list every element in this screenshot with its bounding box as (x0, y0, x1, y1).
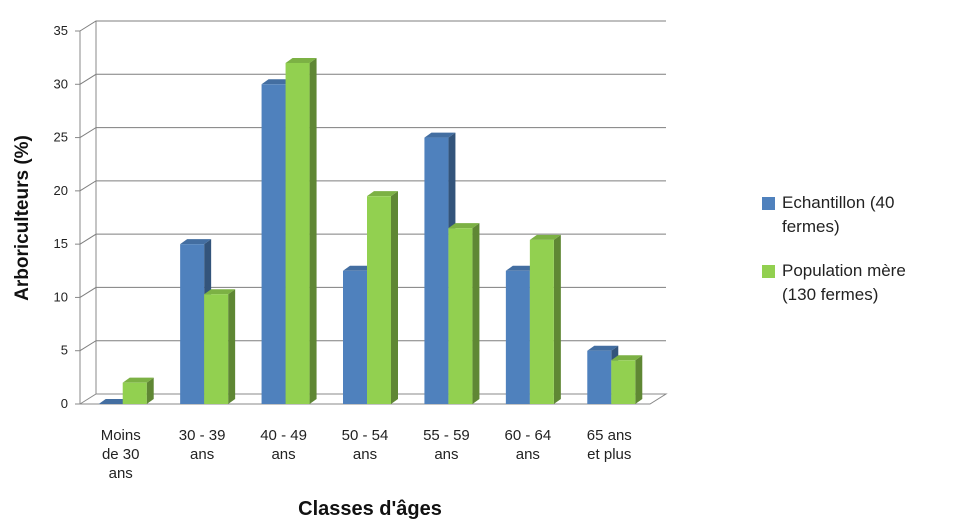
bar-top (505, 265, 537, 271)
y-tick-label: 5 (61, 343, 68, 358)
bar-top (122, 377, 154, 383)
bar-front (180, 244, 205, 404)
bar (448, 223, 480, 404)
bar (367, 191, 398, 404)
x-category-label: 55 - 59 ans (423, 427, 470, 463)
bar (611, 355, 643, 404)
x-category-label: 30 - 39 ans (179, 427, 226, 463)
bar-front (529, 239, 554, 404)
bar-front (122, 382, 147, 404)
bar-top (180, 239, 212, 245)
gridline (79, 20, 666, 32)
bar-top (285, 57, 317, 63)
bar-top (98, 399, 130, 404)
y-tick-label: 20 (54, 183, 68, 198)
y-tick-label: 0 (61, 396, 68, 411)
x-category-label: 65 ans et plus (587, 427, 632, 463)
bar-front (367, 196, 391, 404)
y-tick-label: 10 (54, 289, 68, 304)
x-category-label: Moins de 30 ans (101, 427, 141, 482)
bar-top (261, 79, 293, 85)
bar-side (391, 191, 398, 404)
y-tick-label: 15 (54, 236, 68, 251)
y-tick-label: 35 (54, 23, 68, 38)
bar-front (343, 270, 367, 404)
bar-front (587, 350, 612, 404)
bar (529, 234, 561, 404)
y-axis-title: Arboriculteurs (%) (12, 135, 33, 301)
bar-side (228, 289, 236, 404)
gridline (79, 127, 666, 138)
bar (204, 289, 236, 404)
gridline (79, 73, 666, 85)
bar-front (448, 228, 473, 404)
bar-front (505, 270, 530, 404)
bar-top (343, 265, 374, 271)
bar-side (472, 223, 480, 404)
bar-top (587, 345, 619, 351)
legend-entry-label: Population mère (130 fermes) (782, 261, 906, 304)
x-category-labels: Moins de 30 ans 30 - 39 ans 40 - 49 ans 50 - 54… (101, 427, 632, 482)
bars-layer (98, 57, 643, 405)
grid-layer (75, 20, 668, 405)
bar-front (424, 137, 449, 405)
bar-side (309, 57, 317, 404)
y-tick-label: 25 (54, 130, 68, 145)
bar-top (448, 223, 480, 229)
bar-top (204, 289, 236, 295)
bar-front (261, 84, 286, 405)
bar (98, 399, 130, 404)
bar-side (635, 355, 643, 404)
x-category-label: 60 - 64 ans (505, 427, 552, 463)
bar-top (611, 355, 643, 361)
bar (285, 57, 317, 404)
bar-side (553, 234, 561, 404)
gridline (79, 180, 666, 192)
bar-side (146, 377, 154, 404)
bar-front (611, 360, 636, 404)
x-axis-title: Classes d'âges (298, 498, 442, 520)
bar-top (424, 132, 456, 138)
legend-entry-label: Echantillon (40 fermes) (782, 193, 894, 236)
bar-front (285, 62, 310, 404)
bar (122, 377, 154, 404)
legend-swatch (762, 265, 775, 278)
x-category-label: 40 - 49 ans (260, 427, 307, 463)
legend: Echantillon (40 fermes) Population mère (13… (762, 193, 906, 304)
legend-swatch (762, 197, 775, 210)
y-tick-labels: 0 5 10 15 20 25 30 35 (54, 23, 68, 411)
bar-top (367, 191, 398, 197)
bar-top (529, 234, 561, 240)
y-tick-label: 30 (54, 76, 68, 91)
x-category-label: 50 - 54 ans (342, 427, 389, 463)
bar-front (204, 294, 229, 404)
